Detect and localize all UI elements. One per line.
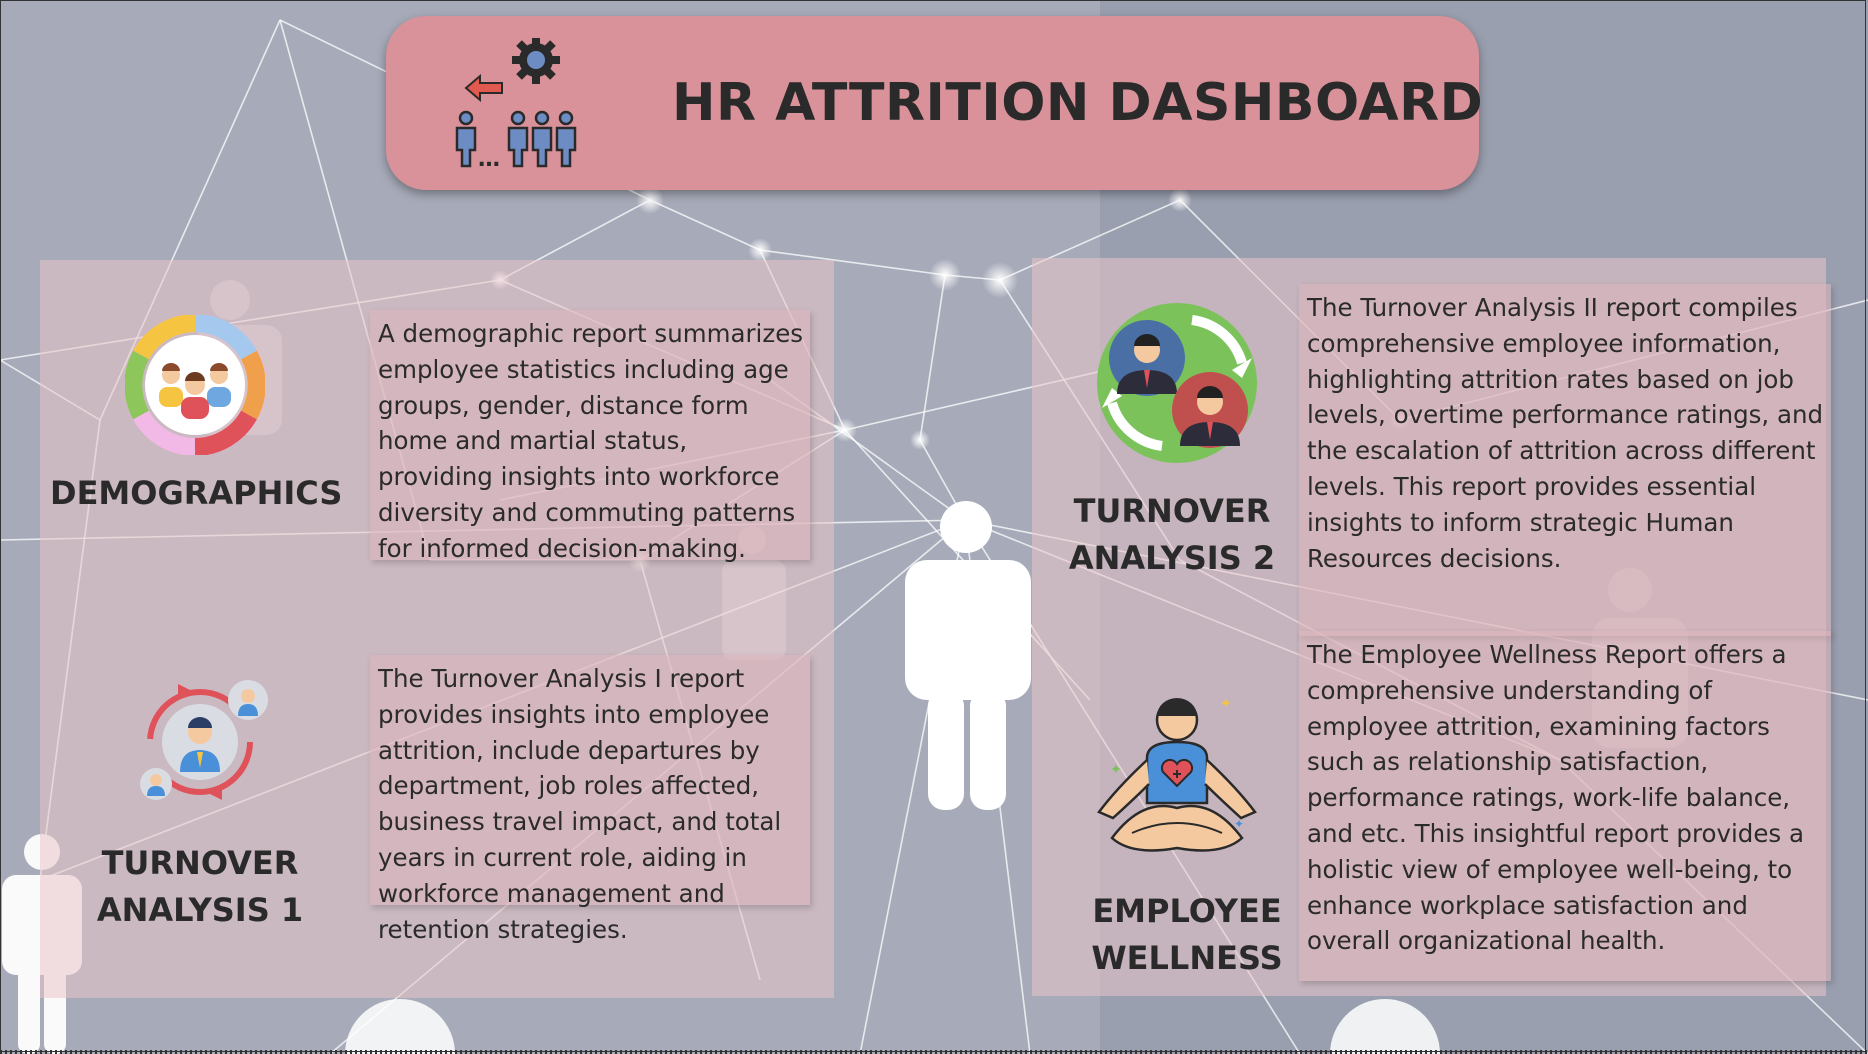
turnover-analysis-2-description: The Turnover Analysis II report compiles… bbox=[1307, 293, 1824, 573]
turnover-analysis-2-label[interactable]: TURNOVER ANALYSIS 2 bbox=[1068, 492, 1276, 577]
meditation-icon[interactable]: ✦ ✦ ✦ bbox=[1092, 688, 1262, 868]
right-panel: TURNOVER ANALYSIS 2 The Turnover Analysi… bbox=[1032, 258, 1831, 996]
turnover-analysis-2-card: The Turnover Analysis II report compiles… bbox=[1299, 284, 1831, 636]
svg-text:✦: ✦ bbox=[1234, 817, 1244, 831]
svg-text:…: … bbox=[478, 147, 500, 168]
turnover-analysis-1-description: The Turnover Analysis I report provides … bbox=[378, 664, 782, 944]
attrition-people-icon: … bbox=[455, 38, 577, 168]
left-panel: DEMOGRAPHICS A demographic report summar… bbox=[40, 260, 834, 998]
demographics-card: A demographic report summarizes employee… bbox=[370, 310, 810, 563]
svg-text:✦: ✦ bbox=[1110, 762, 1122, 778]
employee-rotation-icon[interactable] bbox=[130, 672, 270, 812]
turnover-analysis-1-label[interactable]: TURNOVER ANALYSIS 1 bbox=[96, 844, 304, 929]
turnover-analysis-1-card: The Turnover Analysis I report provides … bbox=[370, 655, 810, 944]
dashboard-title: HR ATTRITION DASHBOARD bbox=[672, 73, 1484, 133]
header-banner: … HR ATTRITION DASHBOARD bbox=[386, 16, 1483, 190]
svg-text:✦: ✦ bbox=[1220, 696, 1232, 712]
employee-swap-icon[interactable] bbox=[1092, 298, 1262, 468]
employee-wellness-label[interactable]: EMPLOYEE WELLNESS bbox=[1091, 892, 1283, 977]
people-group-icon[interactable] bbox=[125, 315, 265, 455]
bottom-border bbox=[0, 1050, 1868, 1054]
demographics-description: A demographic report summarizes employee… bbox=[378, 319, 804, 563]
employee-wellness-card: The Employee Wellness Report offers a co… bbox=[1299, 631, 1831, 981]
demographics-label[interactable]: DEMOGRAPHICS bbox=[50, 474, 343, 512]
employee-wellness-description: The Employee Wellness Report offers a co… bbox=[1307, 640, 1804, 956]
